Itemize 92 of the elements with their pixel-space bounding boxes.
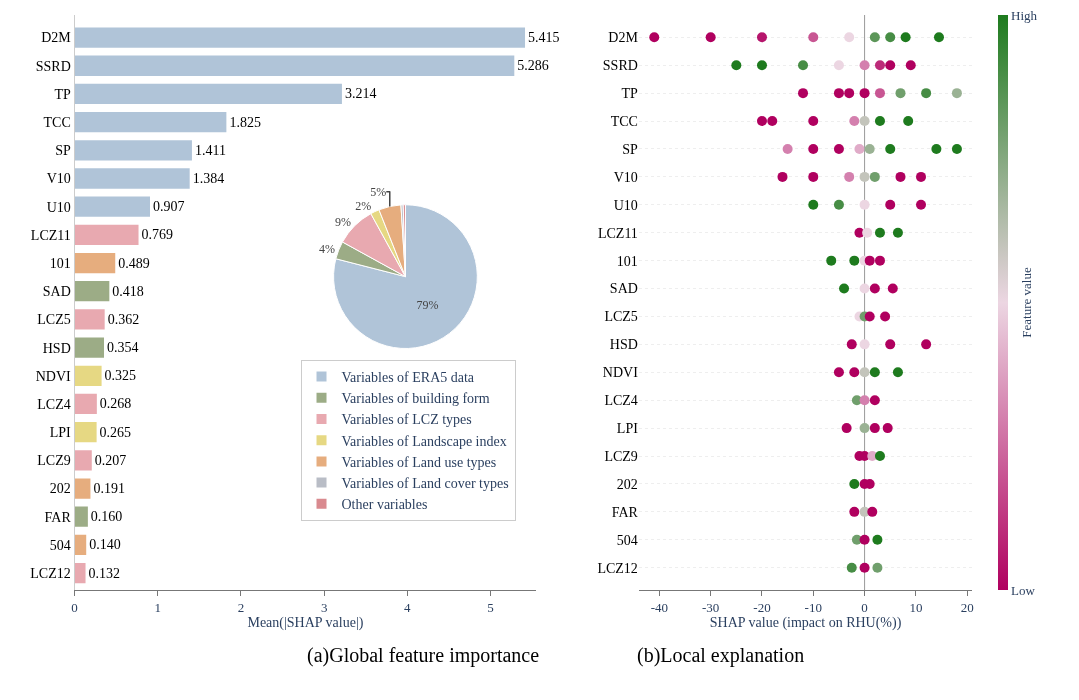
y-tick-label: NDVI (35, 368, 72, 384)
y-tick-label: HSD (42, 340, 71, 356)
y-tick-label: U10 (613, 197, 638, 213)
data-label: 0.325 (104, 368, 137, 384)
x-tick-label: 0 (71, 599, 78, 615)
text: (b)Local explanation (637, 644, 805, 667)
data-label: 5.286 (517, 58, 549, 74)
data-label: 0.268 (99, 396, 132, 412)
y-tick-label: TCC (610, 113, 638, 129)
legend-label: Variables of building form (341, 391, 490, 407)
data-label: 0.132 (88, 565, 121, 581)
legend-label: Variables of Land cover types (341, 476, 509, 492)
y-tick-label: SSRD (35, 58, 71, 74)
data-label: 0.907 (153, 199, 185, 215)
x-tick-label: 3 (320, 599, 328, 615)
x-tick-label: 5 (487, 599, 494, 615)
y-tick-label: D2M (41, 30, 72, 46)
y-tick-label: NDVI (602, 365, 639, 381)
data-label: 9% (335, 215, 352, 230)
data-label: 0.418 (112, 283, 144, 299)
y-tick-label: FAR (44, 509, 72, 525)
y-tick-label: V10 (613, 169, 638, 185)
y-tick-label: LCZ9 (37, 453, 71, 469)
data-label: 0.265 (99, 424, 132, 440)
y-tick-label: HSD (609, 337, 638, 353)
legend-label: Variables of Landscape index (341, 433, 507, 449)
y-tick-label: 101 (49, 255, 71, 271)
y-tick-label: TP (54, 86, 71, 102)
x-tick-label: 20 (960, 599, 974, 615)
data-label: 4% (319, 242, 336, 257)
y-tick-label: SP (622, 141, 639, 157)
legend-label: Variables of Land use types (341, 454, 497, 470)
data-label: 0.362 (107, 311, 140, 327)
data-label: 1.411 (194, 142, 226, 158)
y-tick-label: LCZ4 (37, 396, 71, 412)
y-tick-label: D2M (608, 30, 639, 46)
y-tick-label: 202 (616, 476, 638, 492)
y-tick-label: SP (55, 143, 71, 159)
x-axis-title: SHAP value (impact on RHU(%)) (709, 614, 902, 631)
data-label: 0.769 (141, 227, 174, 243)
y-tick-label: LPI (49, 425, 72, 441)
data-label: 0.160 (90, 509, 123, 525)
data-label: 1.825 (229, 114, 261, 130)
y-tick-label: TCC (43, 115, 71, 131)
data-label: 0.207 (94, 452, 127, 468)
x-tick-label: -10 (804, 599, 822, 615)
y-tick-label: 504 (49, 537, 71, 553)
data-label: 0.354 (107, 340, 139, 356)
y-tick-label: SSRD (602, 58, 638, 74)
data-label: 79% (416, 298, 439, 313)
x-tick-label: -40 (650, 599, 669, 615)
y-tick-label: LCZ12 (30, 565, 71, 581)
legend-label: Other variables (341, 497, 428, 513)
y-tick-label: LCZ12 (597, 560, 638, 576)
y-tick-label: LCZ4 (604, 393, 638, 409)
color-bar-title: Feature value (1018, 267, 1034, 338)
data-label: 5% (370, 184, 387, 199)
x-tick-label: 4 (404, 599, 412, 615)
y-tick-label: LCZ11 (597, 225, 638, 241)
data-label: 3.214 (344, 86, 377, 102)
data-label: 1.384 (192, 170, 225, 186)
x-axis-title: Mean(|SHAP value|) (247, 614, 364, 631)
y-tick-label: TP (621, 86, 639, 102)
y-tick-label: LCZ9 (604, 448, 638, 464)
data-label: 0.489 (118, 255, 150, 271)
text: (a)Global feature importance (307, 644, 540, 667)
y-tick-label: SAD (609, 281, 638, 297)
y-tick-label: FAR (611, 504, 639, 520)
data-label: 0.140 (89, 537, 121, 553)
data-label: 2% (355, 198, 372, 213)
y-tick-label: 202 (49, 481, 71, 497)
legend-label: Variables of ERA5 data (341, 370, 475, 386)
color-bar-label: Low (1011, 582, 1036, 598)
data-label: 5.415 (528, 30, 560, 46)
x-tick-label: -20 (753, 599, 771, 615)
y-tick-label: LPI (616, 421, 639, 437)
data-label: 0.191 (93, 481, 125, 497)
y-tick-label: V10 (46, 171, 71, 187)
x-tick-label: -30 (702, 599, 720, 615)
legend-label: Variables of LCZ types (341, 412, 472, 428)
y-tick-label: LCZ11 (30, 227, 71, 243)
y-tick-label: U10 (46, 199, 71, 215)
color-bar-label: High (1011, 7, 1038, 23)
y-tick-label: LCZ5 (37, 312, 71, 328)
y-tick-label: SAD (42, 284, 71, 300)
y-tick-label: LCZ5 (604, 309, 638, 325)
x-tick-label: 10 (909, 599, 923, 615)
y-tick-label: 504 (616, 532, 638, 548)
x-tick-label: 1 (154, 599, 161, 615)
x-tick-label: 2 (237, 599, 245, 615)
x-tick-label: 0 (861, 599, 868, 615)
y-tick-label: 101 (616, 253, 638, 269)
